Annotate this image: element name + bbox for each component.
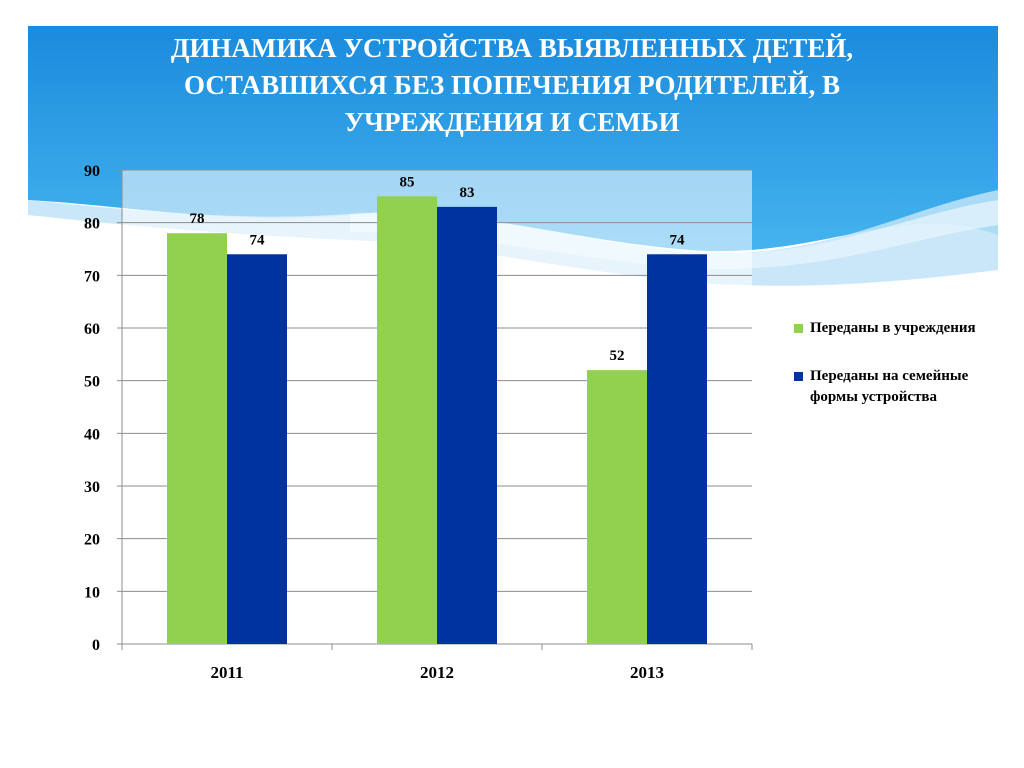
x-tick-label-2013: 2013: [630, 663, 664, 682]
chart-legend: Переданы в учреждения Переданы на семейн…: [794, 318, 994, 435]
legend-item-institutions: Переданы в учреждения: [794, 318, 994, 339]
legend-label-family: Переданы на семейные формы устройства: [810, 368, 969, 405]
title-line-2: ОСТАВШИХСЯ БЕЗ ПОПЕЧЕНИЯ РОДИТЕЛЕЙ, В: [183, 70, 840, 100]
y-tick-label-90: 90: [84, 163, 100, 180]
data-label-2013-series-1: 52: [610, 348, 625, 364]
y-tick-label-30: 30: [84, 479, 100, 496]
bar-2011-series-2: [227, 254, 287, 644]
bar-2012-series-1: [377, 196, 437, 645]
title-line-1: ДИНАМИКА УСТРОЙСТВА ВЫЯВЛЕННЫХ ДЕТЕЙ,: [170, 33, 854, 63]
y-tick-label-10: 10: [84, 584, 100, 601]
y-tick-label-20: 20: [84, 532, 100, 549]
y-tick-label-50: 50: [84, 374, 100, 391]
y-tick-label-60: 60: [84, 321, 100, 338]
y-tick-label-0: 0: [92, 637, 100, 654]
y-tick-label-70: 70: [84, 268, 100, 285]
title-line-3: УЧРЕЖДЕНИЯ И СЕМЬИ: [344, 107, 680, 137]
bar-2012-series-2: [437, 206, 497, 644]
data-label-2011-series-1: 78: [190, 211, 205, 227]
legend-swatch-family: [794, 372, 803, 381]
x-tick-label-2012: 2012: [420, 663, 454, 682]
bar-2011-series-1: [167, 233, 227, 644]
y-tick-label-40: 40: [84, 426, 100, 443]
wave-pale: [350, 200, 998, 269]
data-label-2012-series-2: 83: [460, 185, 475, 201]
data-label-2011-series-2: 74: [250, 232, 266, 248]
legend-item-family: Переданы на семейные формы устройства: [794, 366, 994, 408]
x-tick-label-2011: 2011: [210, 663, 243, 682]
bar-2013-series-1: [587, 370, 647, 644]
bar-2013-series-2: [647, 254, 707, 644]
legend-swatch-institutions: [794, 324, 803, 333]
data-label-2013-series-2: 74: [670, 232, 686, 248]
slide-title: ДИНАМИКА УСТРОЙСТВА ВЫЯВЛЕННЫХ ДЕТЕЙ, ОС…: [60, 30, 964, 141]
y-tick-label-80: 80: [84, 216, 100, 233]
legend-label-institutions: Переданы в учреждения: [810, 320, 976, 336]
data-label-2012-series-1: 85: [400, 174, 415, 190]
